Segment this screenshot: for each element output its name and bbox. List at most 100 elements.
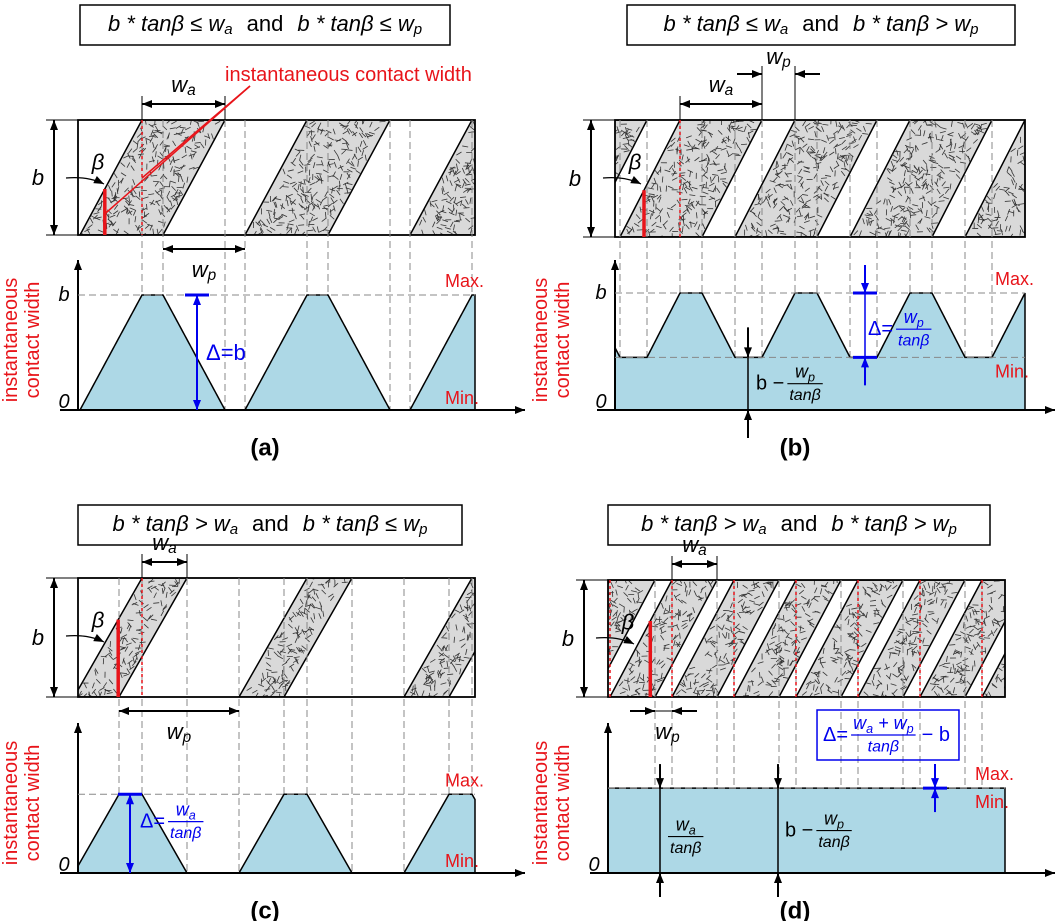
texture: [685, 205, 691, 206]
stripe: [620, 120, 762, 237]
condition-right: b * tanβ ≤ w: [297, 11, 415, 36]
subscript: a: [187, 82, 196, 99]
subscript: a: [224, 21, 232, 38]
texture: [681, 199, 687, 200]
texture: [866, 123, 872, 124]
condition-right: b * tanβ > w: [853, 11, 972, 36]
panel-label: (b): [780, 435, 811, 462]
min-label: Min.: [445, 851, 479, 871]
expr-prefix: b −: [756, 373, 784, 395]
texture: [700, 196, 706, 197]
panel-label: (c): [250, 898, 279, 921]
callout: instantaneous contact width: [225, 64, 472, 86]
texture: [974, 661, 975, 667]
condition-joiner: and: [247, 11, 284, 36]
width-p-label: wp: [192, 257, 217, 284]
subscript: a: [780, 21, 788, 38]
stripe: [0, 578, 22, 697]
height-label: b: [569, 166, 581, 191]
axis-label-line: instantaneous: [530, 741, 552, 866]
subscript: p: [670, 729, 680, 746]
condition-text: b * tanβ ≤ waandb * tanβ ≤ wp: [108, 11, 422, 38]
width-a-label: wa: [709, 72, 734, 99]
text-part: w: [904, 307, 918, 327]
delta-label: Δ=b: [206, 340, 246, 365]
texture: [666, 186, 667, 192]
expr-prefix: b −: [785, 820, 813, 842]
stripe: [850, 120, 992, 237]
expr-denominator: tanβ: [868, 739, 899, 756]
y-top-label: b: [58, 284, 69, 306]
subscript: a: [698, 542, 707, 559]
axis-label-line: contact width: [22, 745, 44, 862]
max-label: Max.: [445, 770, 484, 790]
subscript: p: [836, 818, 844, 832]
text-part: w: [676, 815, 690, 835]
texture: [714, 164, 720, 165]
condition-right: b * tanβ > w: [831, 511, 950, 536]
subscript: a: [689, 824, 696, 838]
subscript: p: [969, 21, 978, 38]
condition-joiner: and: [781, 511, 818, 536]
axis-label: instantaneouscontact width: [0, 278, 44, 403]
texture: [925, 599, 926, 605]
figure: b * tanβ ≤ waandb * tanβ ≤ wpbβwawpinsta…: [0, 0, 1060, 921]
subscript: p: [948, 521, 957, 538]
condition-left: b * tanβ > w: [113, 511, 232, 536]
expr-numerator: wa: [176, 800, 196, 823]
texture: [311, 130, 312, 136]
subscript: p: [182, 729, 192, 746]
axis-label: instantaneouscontact width: [530, 278, 574, 403]
expr-numerator: wa + wp: [853, 713, 914, 736]
y-top-label: b: [595, 282, 606, 304]
stripe: [735, 120, 877, 237]
texture: [112, 191, 113, 197]
subscript: a: [866, 722, 873, 736]
min-label: Min.: [995, 361, 1029, 381]
condition-right: b * tanβ ≤ w: [303, 511, 421, 536]
texture: [821, 194, 822, 200]
texture: [786, 174, 792, 175]
y-zero-label: 0: [58, 391, 69, 413]
axis-label-line: instantaneous: [530, 278, 552, 403]
texture: [136, 613, 142, 614]
subscript: p: [207, 267, 217, 284]
max-label: Max.: [975, 764, 1014, 784]
axis-label: instantaneouscontact width: [0, 741, 44, 866]
subscript: a: [725, 82, 734, 99]
y-zero-label: 0: [58, 854, 69, 876]
texture: [467, 605, 468, 611]
height-label: b: [32, 625, 44, 650]
y-zero-label: 0: [588, 854, 599, 876]
texture: [453, 204, 454, 210]
texture: [337, 188, 343, 189]
stripe: [410, 120, 555, 235]
texture: [949, 645, 955, 646]
texture: [835, 148, 836, 154]
stripe: [486, 580, 593, 697]
angle-label: β: [628, 150, 642, 175]
panel: b * tanβ > waandb * tanβ > wpbβwawp0Max.…: [424, 505, 1060, 921]
stripes: [275, 117, 1060, 239]
height-label: b: [32, 165, 44, 190]
axis-label-line: contact width: [552, 745, 574, 862]
angle-arc: [603, 178, 641, 184]
texture: [198, 121, 204, 122]
condition-left: b * tanβ > w: [641, 511, 760, 536]
width-p-label: wp: [655, 719, 680, 746]
axis-label-line: contact width: [552, 282, 574, 399]
subscript: p: [418, 521, 427, 538]
text-part: w: [795, 362, 809, 382]
angle-label: β: [621, 610, 635, 635]
texture: [637, 651, 638, 657]
panel-label: (d): [780, 898, 811, 921]
stripe: [404, 578, 517, 697]
expr-prefix: Δ=: [823, 724, 848, 746]
min-label: Min.: [445, 388, 479, 408]
expr-prefix: Δ=: [868, 318, 893, 340]
height-label: b: [562, 626, 574, 651]
texture: [153, 181, 159, 182]
condition-left: b * tanβ ≤ w: [108, 11, 226, 36]
expr-denominator: tanβ: [818, 834, 849, 851]
axis-label-line: contact width: [22, 282, 44, 399]
